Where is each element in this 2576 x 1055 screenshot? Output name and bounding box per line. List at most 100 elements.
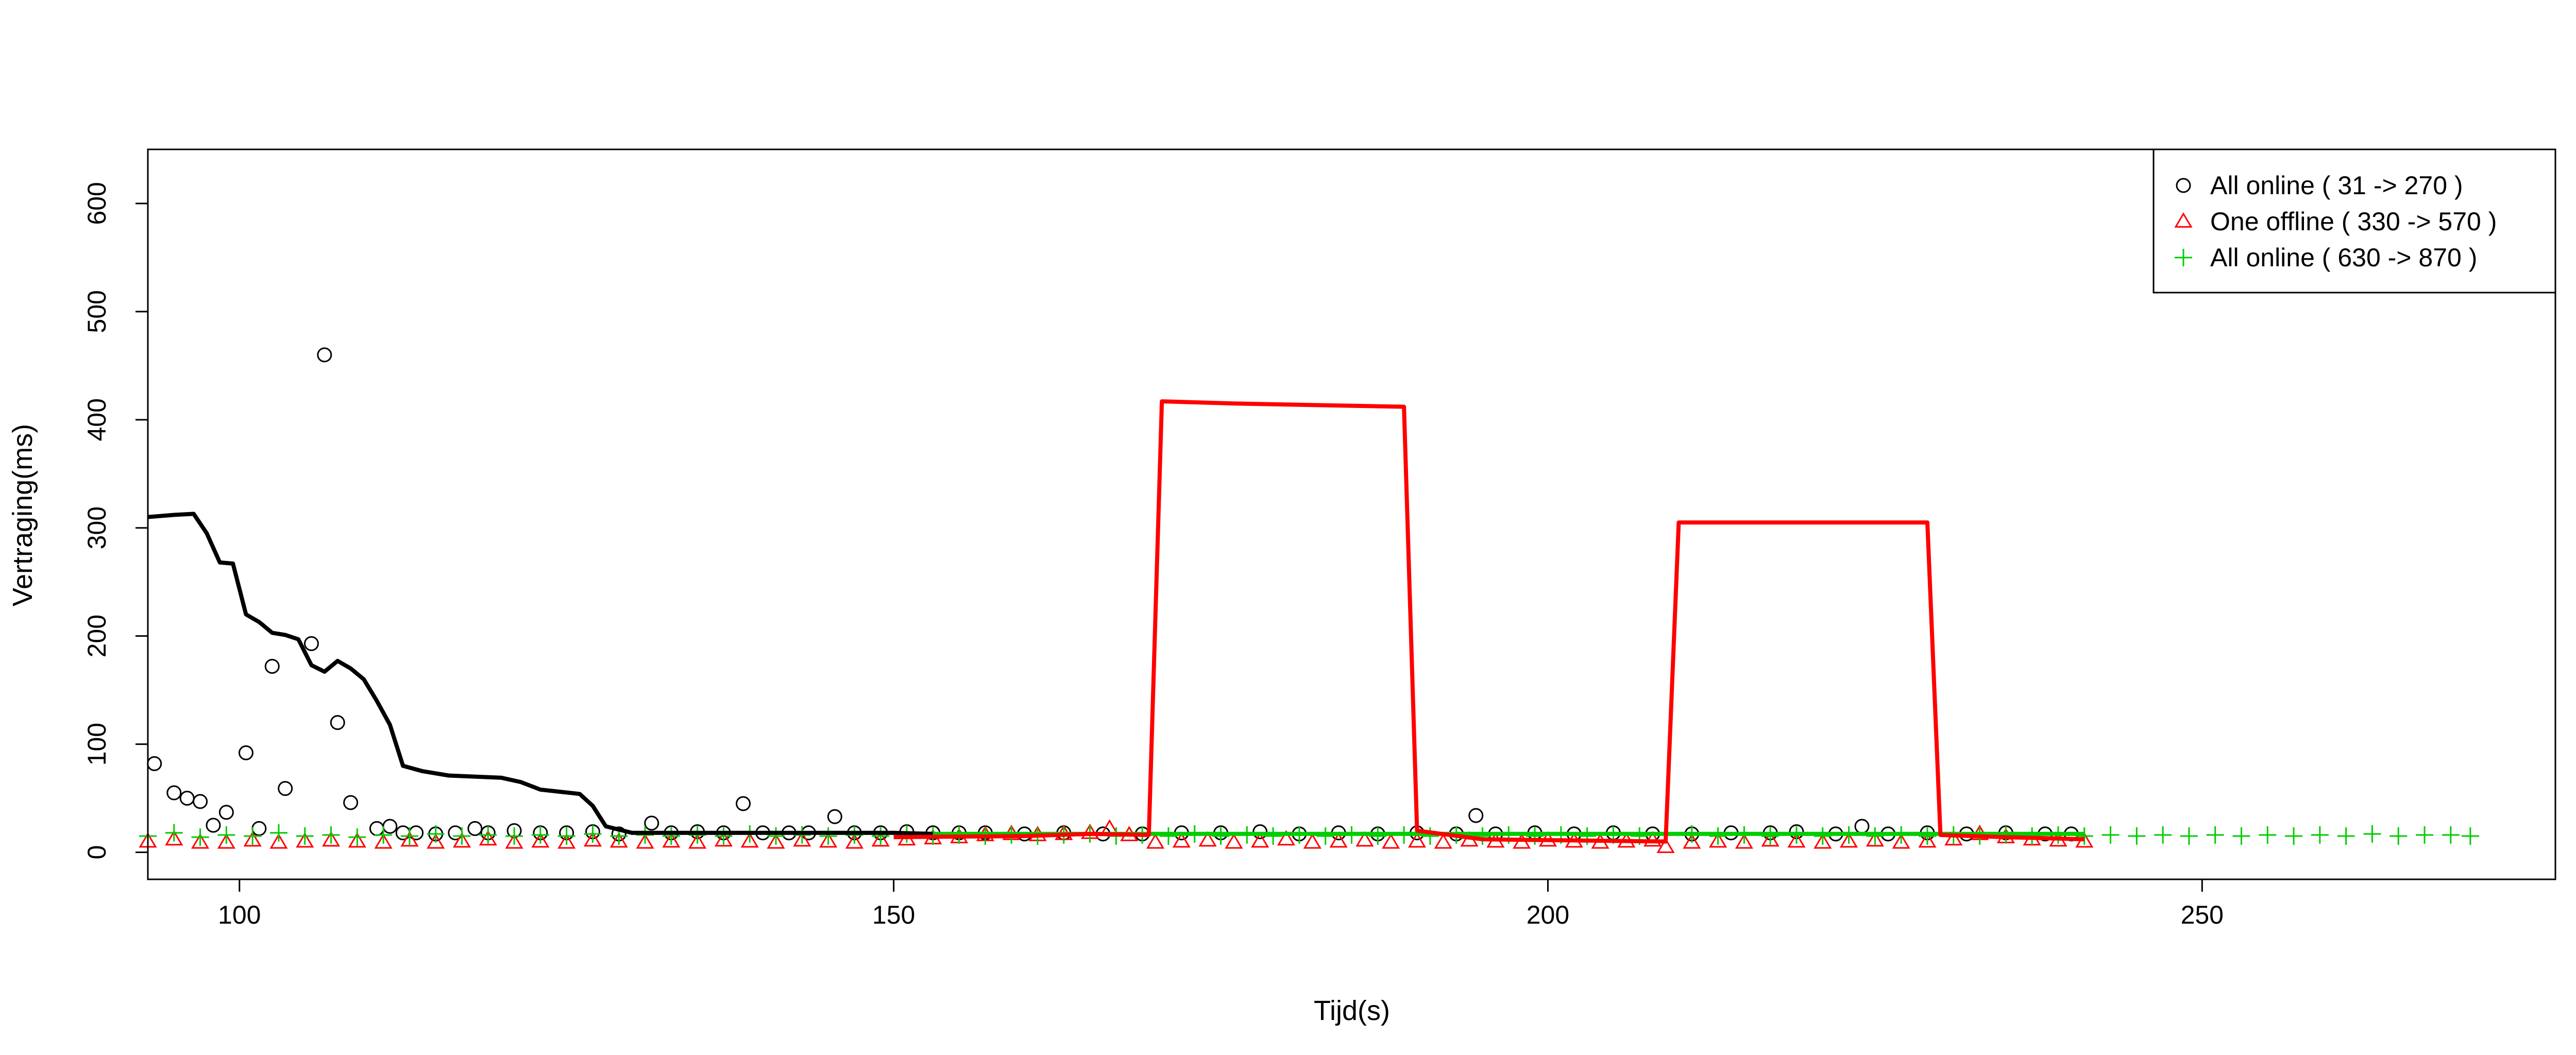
data-point-plus [1866, 827, 1884, 845]
data-point-circle [343, 795, 359, 810]
data-point-plus [2075, 827, 2093, 845]
data-point-plus [2337, 827, 2355, 845]
data-point-triangle [1839, 832, 1858, 848]
data-point-plus [2442, 826, 2460, 844]
x-tick-label: 200 [1527, 900, 1569, 929]
data-point-triangle [1355, 831, 1374, 847]
data-point-circle [467, 821, 483, 836]
data-point-triangle [557, 833, 576, 849]
data-point-triangle [636, 833, 654, 849]
data-point-plus [1473, 827, 1492, 845]
data-point-plus [1264, 827, 1282, 845]
data-point-triangle [1329, 832, 1348, 848]
data-point-plus [1814, 827, 1832, 845]
data-point-plus [2180, 827, 2198, 845]
data-point-triangle [583, 831, 602, 847]
data-point-plus [1709, 827, 1727, 845]
data-point-circle [395, 825, 411, 841]
data-point-circle [264, 658, 280, 674]
data-point-plus [688, 826, 706, 844]
data-point-circle [1854, 819, 1870, 834]
legend-symbol-plus [2175, 249, 2192, 266]
data-point-triangle [714, 831, 733, 847]
data-point-triangle [1735, 833, 1753, 849]
x-tick-label: 150 [872, 900, 915, 929]
legend-label: All online ( 630 -> 870 ) [2210, 243, 2477, 272]
data-point-triangle [1225, 833, 1243, 849]
data-point-triangle [1814, 833, 1832, 849]
data-point-triangle [871, 831, 890, 847]
legend-symbol-circle [2176, 178, 2191, 193]
data-point-triangle [348, 832, 366, 848]
data-point-plus [2461, 827, 2479, 845]
data-point-plus [2206, 826, 2224, 844]
data-point-plus [531, 826, 549, 844]
data-point-plus [427, 825, 445, 843]
data-point-triangle [1172, 832, 1191, 848]
data-point-circle [1252, 824, 1268, 840]
data-point-plus [872, 827, 890, 845]
chart-marks [139, 347, 2479, 853]
data-point-plus [2154, 826, 2172, 844]
data-point-plus [636, 826, 654, 844]
data-point-plus [400, 827, 418, 845]
data-point-triangle [374, 833, 393, 849]
data-point-triangle [479, 830, 497, 846]
data-point-triangle [1709, 832, 1727, 848]
y-axis: 0 100 200 300 400 500 600 [82, 182, 149, 860]
data-point-triangle [165, 830, 183, 846]
data-point-triangle [819, 832, 838, 848]
data-point-plus [348, 828, 366, 846]
data-point-plus [244, 827, 262, 845]
data-point-circle [166, 785, 182, 801]
series-line [147, 512, 933, 836]
data-point-triangle [609, 832, 628, 848]
data-point-triangle [452, 832, 471, 848]
data-point-triangle [427, 833, 445, 849]
data-point-plus [2311, 826, 2329, 844]
data-point-plus [2259, 826, 2277, 844]
data-point-triangle [1683, 833, 1701, 849]
data-point-triangle [1408, 832, 1427, 848]
data-point-plus [793, 826, 811, 844]
legend-symbol-triangle [2174, 212, 2193, 228]
data-point-triangle [1434, 833, 1452, 849]
data-point-plus [375, 826, 393, 844]
data-point-triangle [1277, 830, 1296, 846]
data-point-circle [736, 796, 751, 811]
data-point-circle [206, 818, 221, 833]
data-point-circle [193, 794, 208, 809]
data-point-plus [2285, 827, 2303, 845]
data-point-plus [1918, 827, 1936, 845]
data-point-plus [2128, 827, 2146, 845]
data-point-triangle [662, 832, 681, 848]
data-point-triangle [531, 832, 550, 848]
data-point-triangle [505, 833, 523, 849]
data-point-plus [505, 827, 523, 845]
data-point-plus [662, 827, 680, 845]
data-point-plus [479, 826, 497, 844]
y-tick-label: 400 [82, 398, 111, 441]
data-point-plus [715, 827, 733, 845]
data-point-circle [238, 745, 253, 760]
y-tick-label: 100 [82, 723, 111, 765]
data-point-plus [2232, 827, 2250, 845]
data-point-circle [218, 805, 234, 820]
data-point-triangle [1866, 831, 1884, 847]
y-tick-label: 600 [82, 182, 111, 225]
data-point-triangle [1892, 833, 1910, 849]
data-point-circle [827, 809, 842, 824]
data-point-triangle [321, 831, 341, 847]
data-point-plus [1369, 827, 1387, 845]
legend-label: One offline ( 330 -> 570 ) [2210, 207, 2497, 236]
y-tick-label: 0 [82, 845, 111, 860]
data-point-triangle [1382, 833, 1400, 849]
y-axis-title: Vertraging(ms) [7, 424, 38, 606]
data-point-triangle [296, 832, 314, 848]
data-point-plus [2363, 825, 2381, 843]
data-point-circle [369, 821, 384, 836]
data-point-plus [217, 826, 235, 844]
y-tick-label: 500 [82, 290, 111, 333]
data-point-triangle [1656, 838, 1675, 853]
